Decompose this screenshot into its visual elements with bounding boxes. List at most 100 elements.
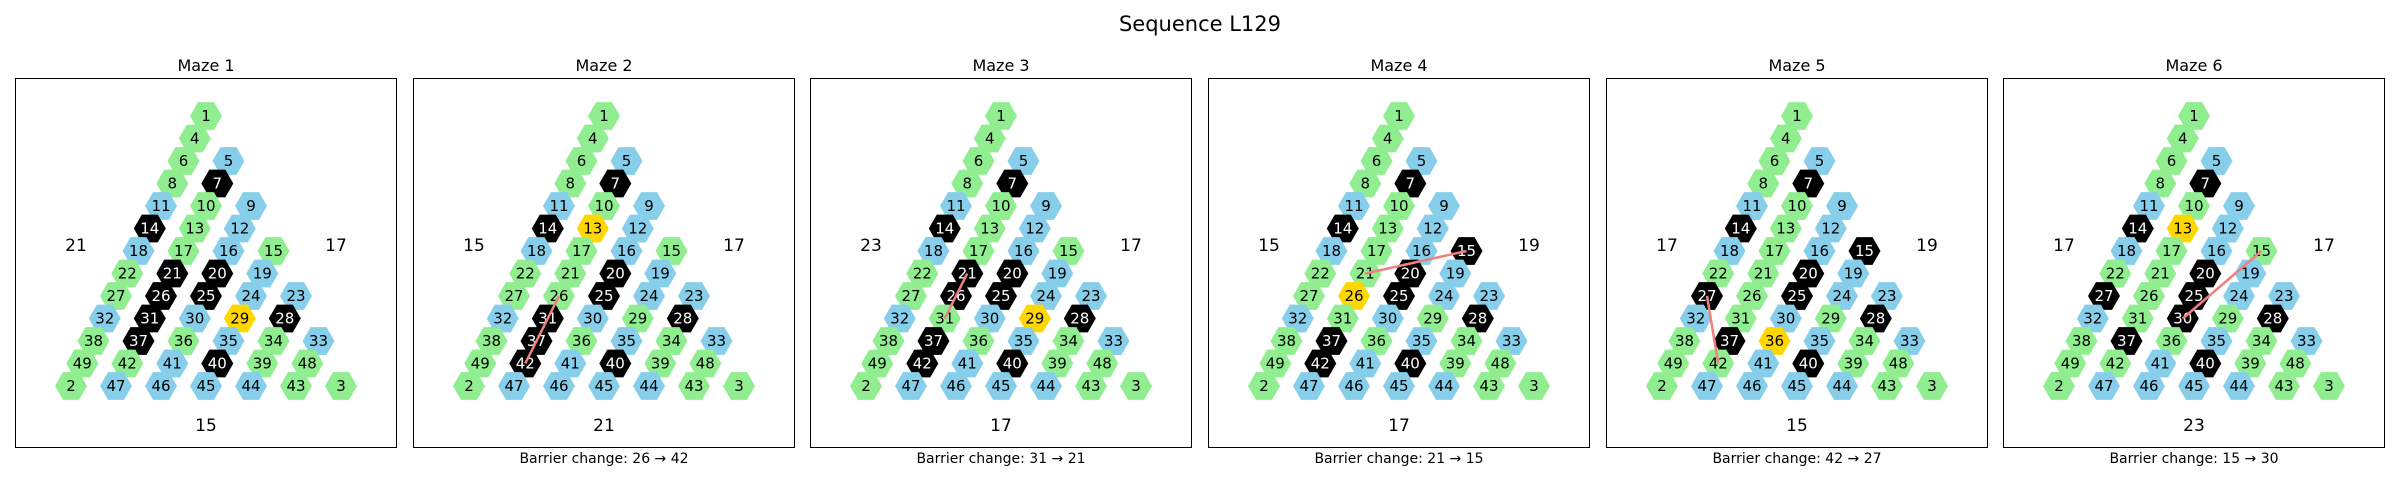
maze-5-title: Maze 5: [1768, 56, 1826, 75]
cell-label: 23: [684, 287, 703, 305]
cell-label: 32: [1686, 310, 1705, 328]
cell-label: 18: [1720, 242, 1739, 260]
cell-label: 24: [1036, 287, 1055, 305]
hex-cell: [917, 327, 950, 355]
hex-cell: [554, 349, 587, 378]
hex-cell: [302, 327, 335, 355]
cell-label: 31: [140, 310, 159, 328]
hex-cell: [2110, 327, 2143, 355]
maze-2-title: Maze 2: [575, 56, 633, 75]
cell-label: 49: [1266, 355, 1285, 373]
cell-label: 47: [2094, 377, 2113, 395]
cell-label: 41: [163, 355, 182, 373]
cell-label: 3: [1927, 377, 1937, 395]
hex-cell: [1803, 147, 1836, 175]
hex-cell: [1473, 372, 1505, 400]
cell-label: 34: [662, 332, 681, 350]
hex-cell: [453, 372, 485, 400]
hex-cell: [1769, 304, 1802, 333]
cell-label: 34: [1855, 332, 1874, 350]
hex-cell: [723, 372, 755, 400]
cell-label: 1: [1792, 107, 1802, 125]
hex-cell: [985, 102, 1017, 130]
cell-label: 38: [1675, 332, 1694, 350]
hex-cell: [917, 237, 950, 265]
cell-label: 10: [1787, 197, 1806, 215]
hex-cell: [1848, 327, 1881, 355]
hex-cell: [2178, 102, 2210, 130]
cell-label: 42: [2106, 355, 2125, 373]
hex-cell: [246, 349, 279, 378]
hex-cell: [1713, 327, 1746, 355]
hex-cell: [1428, 282, 1460, 310]
cell-label: 14: [935, 220, 954, 238]
cell-label: 39: [1446, 355, 1465, 373]
cell-label: 38: [879, 332, 898, 350]
barrier-change-line: [943, 272, 969, 320]
cell-label: 1: [201, 107, 211, 125]
hex-cell: [1439, 259, 1472, 288]
hex-cell: [1349, 169, 1382, 198]
cell-label: 45: [196, 377, 215, 395]
hex-cell: [1041, 259, 1074, 288]
hex-cell: [156, 349, 189, 378]
cell-label: 33: [707, 332, 726, 350]
hex-cell: [1086, 349, 1119, 378]
hex-cell: [1383, 282, 1415, 310]
hex-cell: [1030, 192, 1062, 220]
maze-panel-6: 1 4 6 5 8 7 11 10 9 14 13 12 18 17 16 15 22 21 20 19 27 26 25 2…: [2003, 78, 2385, 448]
hex-cell: [951, 349, 984, 378]
cell-label: 31: [1333, 310, 1352, 328]
cell-label: 33: [309, 332, 328, 350]
hex-cell: [883, 304, 916, 333]
cell-label: 4: [2178, 130, 2188, 148]
cell-label: 35: [219, 332, 238, 350]
cell-label: 24: [1434, 287, 1453, 305]
cell-label: 17: [1765, 242, 1784, 260]
cell-label: 20: [1401, 265, 1420, 283]
cell-label: 26: [1344, 287, 1363, 305]
cell-label: 13: [1776, 220, 1795, 238]
hex-cell: [1450, 327, 1483, 355]
cell-label: 34: [1059, 332, 1078, 350]
cell-label: 12: [1423, 220, 1442, 238]
cell-label: 34: [1457, 332, 1476, 350]
side-label-left: 23: [860, 236, 882, 256]
hex-cell: [1781, 192, 1813, 220]
maze-3-title: Maze 3: [972, 56, 1030, 75]
hex-cell: [2155, 237, 2188, 265]
hex-cell: [1338, 192, 1370, 220]
hex-cell: [1769, 124, 1802, 153]
cell-label: 48: [1093, 355, 1112, 373]
cell-label: 19: [253, 265, 272, 283]
hex-cell: [644, 259, 677, 288]
cell-label: 35: [617, 332, 636, 350]
hex-cell: [1781, 102, 1813, 130]
hex-cell: [973, 304, 1006, 333]
hex-cell: [2043, 372, 2075, 400]
hex-cell: [145, 192, 177, 220]
cell-label: 40: [1799, 355, 1818, 373]
hex-cell: [940, 192, 972, 220]
cell-label: 30: [583, 310, 602, 328]
hex-cell: [2054, 349, 2087, 378]
hex-cell: [133, 304, 166, 333]
cell-label: 14: [2128, 220, 2147, 238]
cell-label: 17: [1367, 242, 1386, 260]
maze-3-caption: Barrier change: 31 → 21: [916, 451, 1086, 467]
hex-cell: [951, 259, 984, 288]
cell-label: 24: [1832, 287, 1851, 305]
cell-label: 27: [504, 287, 523, 305]
side-label-left: 17: [2053, 236, 2075, 256]
hex-cell: [2088, 372, 2120, 400]
hex-cell: [1326, 304, 1359, 333]
cell-label: 21: [561, 265, 580, 283]
cell-label: 44: [241, 377, 260, 395]
hex-cell: [599, 169, 632, 198]
hex-cell: [1916, 372, 1948, 400]
cell-label: 14: [538, 220, 557, 238]
cell-label: 20: [2196, 265, 2215, 283]
hex-cell: [2133, 282, 2165, 310]
hex-cell: [212, 147, 245, 175]
